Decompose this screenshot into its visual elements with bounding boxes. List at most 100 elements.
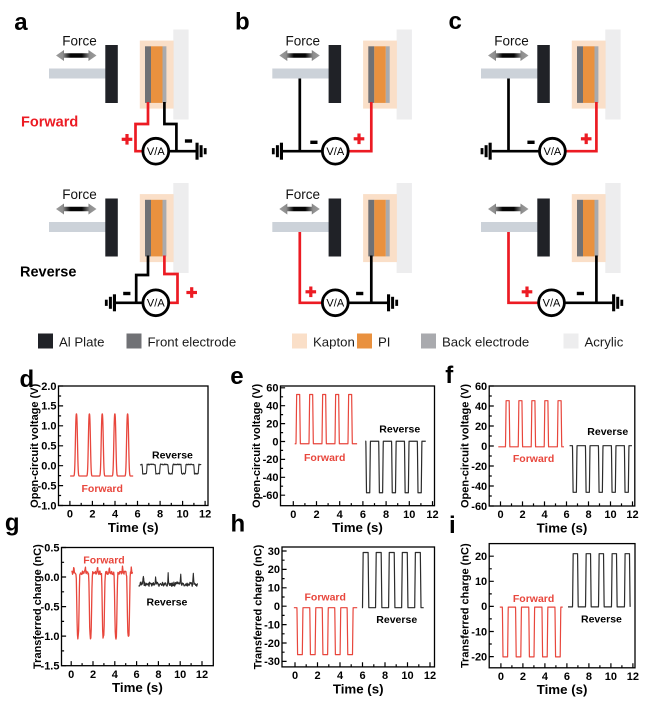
svg-text:12: 12 — [424, 670, 436, 682]
svg-text:4: 4 — [542, 671, 549, 683]
svg-text:Forward: Forward — [513, 453, 554, 465]
svg-text:1.0: 1.0 — [41, 421, 56, 433]
svg-text:Forward: Forward — [305, 592, 346, 604]
svg-text:12: 12 — [196, 669, 208, 681]
svg-text:0: 0 — [481, 601, 487, 613]
svg-text:Acrylic: Acrylic — [585, 335, 624, 350]
svg-text:12: 12 — [426, 509, 438, 521]
svg-text:Forward: Forward — [21, 115, 78, 131]
svg-text:0: 0 — [292, 670, 298, 682]
svg-text:-20: -20 — [263, 454, 279, 466]
svg-text:4: 4 — [112, 509, 119, 521]
svg-text:Force: Force — [62, 187, 97, 202]
svg-text:PI: PI — [378, 335, 390, 350]
svg-text:-1.5: -1.5 — [41, 661, 60, 673]
svg-text:10: 10 — [268, 583, 280, 595]
svg-text:g: g — [5, 510, 20, 537]
svg-text:10: 10 — [475, 576, 487, 588]
svg-text:a: a — [14, 9, 28, 36]
svg-text:Open-circuit voltage (V): Open-circuit voltage (V) — [251, 384, 263, 508]
svg-text:12: 12 — [627, 671, 639, 683]
svg-text:8: 8 — [382, 670, 388, 682]
svg-text:10: 10 — [401, 670, 413, 682]
svg-text:4: 4 — [337, 670, 344, 682]
svg-text:2: 2 — [519, 509, 525, 521]
svg-text:-40: -40 — [471, 481, 487, 493]
svg-text:-10: -10 — [471, 626, 487, 638]
svg-text:b: b — [235, 9, 250, 36]
svg-text:6: 6 — [360, 509, 366, 521]
svg-text:Force: Force — [286, 34, 321, 49]
svg-text:Reverse: Reverse — [379, 423, 420, 435]
svg-text:20: 20 — [268, 564, 280, 576]
svg-text:-20: -20 — [471, 461, 487, 473]
svg-text:2: 2 — [520, 671, 526, 683]
svg-text:Front electrode: Front electrode — [148, 335, 237, 350]
svg-text:-10: -10 — [264, 619, 280, 631]
svg-text:Reverse: Reverse — [147, 597, 188, 609]
svg-text:2: 2 — [314, 670, 320, 682]
svg-text:-0.5: -0.5 — [38, 480, 57, 492]
svg-text:12: 12 — [626, 509, 638, 521]
svg-text:0.0: 0.0 — [41, 461, 56, 473]
svg-text:Transferred charge (nC): Transferred charge (nC) — [460, 543, 472, 668]
svg-text:Force: Force — [62, 34, 97, 49]
svg-text:6: 6 — [563, 509, 569, 521]
svg-text:Time (s): Time (s) — [112, 680, 163, 695]
svg-text:2: 2 — [313, 509, 319, 521]
svg-text:-1.0: -1.0 — [38, 500, 57, 512]
svg-text:Reverse: Reverse — [20, 265, 76, 281]
svg-text:2.0: 2.0 — [41, 381, 56, 393]
svg-text:12: 12 — [199, 509, 211, 521]
svg-text:4: 4 — [112, 669, 119, 681]
svg-text:0: 0 — [290, 509, 296, 521]
svg-text:Transferred charge (nC): Transferred charge (nC) — [32, 544, 44, 669]
svg-text:2: 2 — [90, 669, 96, 681]
svg-text:8: 8 — [383, 509, 389, 521]
svg-text:10: 10 — [174, 669, 186, 681]
svg-text:Forward: Forward — [82, 483, 123, 495]
svg-text:40: 40 — [266, 401, 278, 413]
svg-text:6: 6 — [134, 669, 140, 681]
svg-text:-60: -60 — [263, 490, 279, 502]
svg-text:Reverse: Reverse — [587, 426, 628, 438]
svg-text:1.5: 1.5 — [41, 401, 56, 413]
svg-text:Forward: Forward — [83, 555, 124, 567]
svg-text:V/A: V/A — [326, 146, 344, 158]
svg-text:30: 30 — [268, 546, 280, 558]
svg-text:2: 2 — [89, 509, 95, 521]
svg-text:0: 0 — [481, 441, 487, 453]
svg-text:V/A: V/A — [147, 298, 165, 310]
svg-text:Time (s): Time (s) — [108, 520, 159, 535]
svg-text:-20: -20 — [471, 651, 487, 663]
svg-text:c: c — [449, 8, 462, 35]
svg-text:8: 8 — [157, 509, 163, 521]
svg-text:i: i — [449, 512, 456, 539]
svg-text:-30: -30 — [264, 656, 280, 668]
svg-text:d: d — [20, 366, 35, 393]
svg-text:10: 10 — [605, 671, 617, 683]
svg-text:6: 6 — [564, 671, 570, 683]
svg-text:Time (s): Time (s) — [537, 682, 588, 697]
svg-text:Reverse: Reverse — [376, 614, 417, 626]
svg-text:V/A: V/A — [326, 298, 344, 310]
svg-text:Force: Force — [286, 187, 321, 202]
svg-text:V/A: V/A — [543, 298, 561, 310]
svg-text:Time (s): Time (s) — [332, 520, 383, 535]
svg-text:-20: -20 — [264, 638, 280, 650]
svg-text:-40: -40 — [263, 472, 279, 484]
svg-text:8: 8 — [585, 509, 591, 521]
svg-text:Force: Force — [494, 34, 529, 49]
svg-text:10: 10 — [604, 509, 616, 521]
svg-text:f: f — [445, 362, 454, 389]
svg-text:20: 20 — [475, 551, 487, 563]
svg-text:0: 0 — [498, 671, 504, 683]
svg-text:4: 4 — [337, 509, 344, 521]
svg-text:-0.5: -0.5 — [41, 601, 60, 613]
svg-text:10: 10 — [176, 509, 188, 521]
svg-text:0: 0 — [68, 669, 74, 681]
svg-text:4: 4 — [541, 509, 548, 521]
svg-text:0: 0 — [272, 436, 278, 448]
svg-text:Reverse: Reverse — [581, 614, 622, 626]
svg-text:60: 60 — [475, 381, 487, 393]
